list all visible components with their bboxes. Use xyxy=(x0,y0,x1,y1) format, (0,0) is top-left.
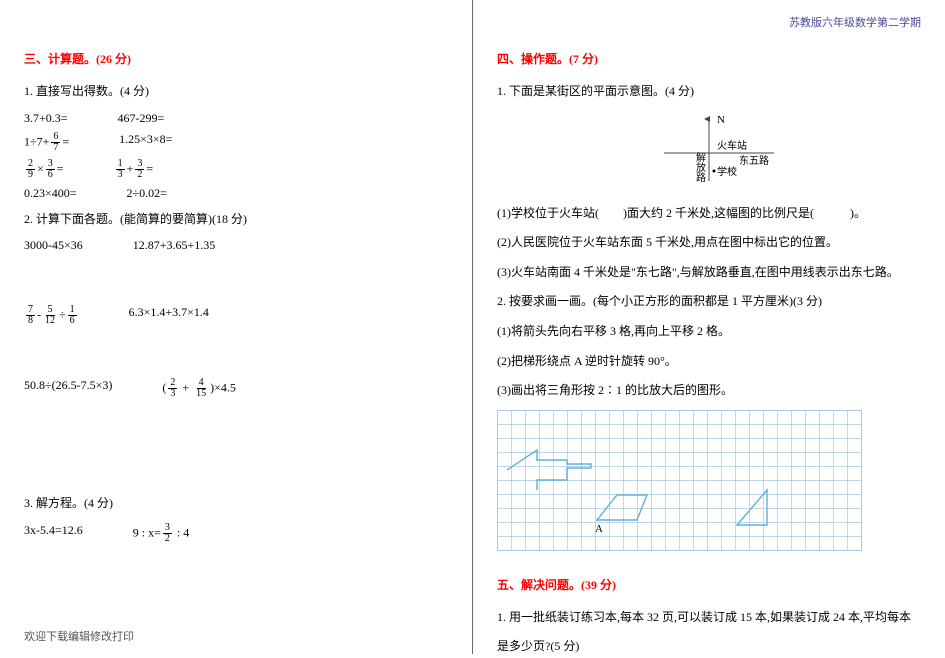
text: 1÷7+ xyxy=(24,134,49,148)
fraction: 32 xyxy=(163,523,172,544)
q1-row3: 29×36= 13+32= xyxy=(24,159,448,180)
map-diagram: N 火车站 东五路 解 放 路 学校 xyxy=(497,111,921,195)
s4-q2-1: (1)将箭头先向右平移 3 格,再向上平移 2 格。 xyxy=(497,321,921,343)
s4-q1-2: (2)人民医院位于火车站东面 5 千米处,用点在图中标出它的位置。 xyxy=(497,232,921,254)
expr: 1.25×3×8= xyxy=(119,132,172,153)
footer-text: 欢迎下载编辑修改打印 xyxy=(24,628,134,644)
expr: 3000-45×36 xyxy=(24,238,83,253)
label-dongwu: 东五路 xyxy=(739,154,769,167)
expr: 13+32= xyxy=(114,159,154,180)
q3-row: 3x-5.4=12.6 9 : x=32 : 4 xyxy=(24,523,448,544)
expr: 29×36= xyxy=(24,159,64,180)
map-svg: N 火车站 东五路 解 放 路 学校 xyxy=(609,111,809,191)
s4-q1-title: 1. 下面是某街区的平面示意图。(4 分) xyxy=(497,81,921,103)
text: )×4.5 xyxy=(210,380,236,394)
text: ( xyxy=(162,380,166,394)
text: = xyxy=(62,134,69,148)
s4-q2-3: (3)画出将三角形按 2∶1 的比放大后的图形。 xyxy=(497,380,921,402)
header-text: 苏教版六年级数学第二学期 xyxy=(497,14,921,30)
expr: 2÷0.02= xyxy=(127,186,167,201)
grid-diagram: A xyxy=(497,410,921,556)
s4-q2-title: 2. 按要求画一画。(每个小正方形的面积都是 1 平方厘米)(3 分) xyxy=(497,291,921,313)
fraction: 29 xyxy=(26,159,35,180)
text: 9 : x= xyxy=(133,525,161,539)
text: ÷ xyxy=(59,307,66,321)
q2-row1: 3000-45×36 12.87+3.65+1.35 xyxy=(24,238,448,253)
expr: 78-512÷16 xyxy=(24,305,79,326)
text: = xyxy=(146,161,153,175)
fraction: 36 xyxy=(46,159,55,180)
q1-row4: 0.23×400= 2÷0.02= xyxy=(24,186,448,201)
expr: 3.7+0.3= xyxy=(24,111,68,126)
expr: 467-299= xyxy=(118,111,165,126)
s4-q1-1: (1)学校位于火车站( )面大约 2 千米处,这幅图的比例尺是( )。 xyxy=(497,203,921,225)
label-jiefang3: 路 xyxy=(696,171,706,184)
right-column: 苏教版六年级数学第二学期 四、操作题。(7 分) 1. 下面是某街区的平面示意图… xyxy=(473,0,945,654)
section-3-title: 三、计算题。(26 分) xyxy=(24,50,448,67)
label-n: N xyxy=(717,114,725,126)
q3-title: 3. 解方程。(4 分) xyxy=(24,493,448,515)
q1-row2: 1÷7+67= 1.25×3×8= xyxy=(24,132,448,153)
q2-title: 2. 计算下面各题。(能简算的要简算)(18 分) xyxy=(24,209,448,231)
expr: 3x-5.4=12.6 xyxy=(24,523,83,544)
q1-title: 1. 直接写出得数。(4 分) xyxy=(24,81,448,103)
text: + xyxy=(127,161,134,175)
fraction: 67 xyxy=(51,132,60,153)
grid-svg: A xyxy=(497,410,863,552)
q2-row2: 78-512÷16 6.3×1.4+3.7×1.4 xyxy=(24,305,448,326)
text: = xyxy=(57,161,64,175)
fraction: 13 xyxy=(116,159,125,180)
svg-text:A: A xyxy=(595,523,603,535)
fraction: 23 xyxy=(168,378,177,399)
expr: 0.23×400= xyxy=(24,186,77,201)
expr: 6.3×1.4+3.7×1.4 xyxy=(129,305,209,326)
expr: 9 : x=32 : 4 xyxy=(133,523,189,544)
label-station: 火车站 xyxy=(717,139,747,152)
fraction: 415 xyxy=(194,378,208,399)
s4-q1-3: (3)火车站南面 4 千米处是"东七路",与解放路垂直,在图中用线表示出东七路。 xyxy=(497,262,921,284)
label-school: 学校 xyxy=(717,165,737,178)
q2-row3: 50.8÷(26.5-7.5×3) (23 + 415)×4.5 xyxy=(24,378,448,399)
s4-q2-2: (2)把梯形绕点 A 逆时针旋转 90°。 xyxy=(497,351,921,373)
section-5-title: 五、解决问题。(39 分) xyxy=(497,576,921,593)
s5-q1b: 是多少页?(5 分) xyxy=(497,636,921,658)
section-4-title: 四、操作题。(7 分) xyxy=(497,50,921,67)
left-column: 三、计算题。(26 分) 1. 直接写出得数。(4 分) 3.7+0.3= 46… xyxy=(0,0,473,654)
expr: 12.87+3.65+1.35 xyxy=(133,238,216,253)
fraction: 32 xyxy=(135,159,144,180)
q1-row1: 3.7+0.3= 467-299= xyxy=(24,111,448,126)
fraction: 512 xyxy=(43,305,57,326)
fraction: 16 xyxy=(68,305,77,326)
text: × xyxy=(37,161,44,175)
text: : 4 xyxy=(174,525,189,539)
fraction: 78 xyxy=(26,305,35,326)
expr: 1÷7+67= xyxy=(24,132,69,153)
expr: (23 + 415)×4.5 xyxy=(162,378,236,399)
s5-q1a: 1. 用一批纸装订练习本,每本 32 页,可以装订成 15 本,如果装订成 24… xyxy=(497,607,921,629)
expr: 50.8÷(26.5-7.5×3) xyxy=(24,378,112,399)
text: + xyxy=(179,380,192,394)
